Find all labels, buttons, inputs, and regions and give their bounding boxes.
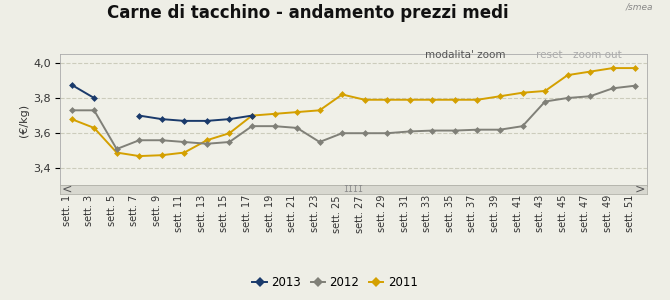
- Text: sett. 19: sett. 19: [265, 195, 275, 232]
- Text: sett. 31: sett. 31: [400, 195, 410, 232]
- Text: sett. 51: sett. 51: [625, 195, 635, 232]
- Text: Carne di tacchino - andamento prezzi medi: Carne di tacchino - andamento prezzi med…: [107, 4, 509, 22]
- Text: sett. 37: sett. 37: [468, 195, 478, 232]
- Text: sett. 11: sett. 11: [174, 195, 184, 232]
- Text: sett. 43: sett. 43: [535, 195, 545, 232]
- Text: sett. 23: sett. 23: [310, 195, 320, 232]
- Text: reset: reset: [536, 50, 563, 59]
- Text: sett. 33: sett. 33: [422, 195, 432, 232]
- Legend: 2013, 2012, 2011: 2013, 2012, 2011: [248, 272, 422, 294]
- Text: sett. 45: sett. 45: [557, 195, 567, 232]
- Text: sett. 25: sett. 25: [332, 195, 342, 232]
- Text: modalita' zoom: modalita' zoom: [425, 50, 506, 59]
- Text: sett. 13: sett. 13: [197, 195, 207, 232]
- Text: sett. 5: sett. 5: [107, 195, 117, 226]
- Text: sett. 1: sett. 1: [62, 195, 72, 226]
- Text: >: >: [635, 183, 645, 196]
- Text: sett. 9: sett. 9: [152, 195, 161, 226]
- Text: sett. 7: sett. 7: [129, 195, 139, 226]
- Text: IIII: IIII: [344, 185, 363, 194]
- Text: /smea: /smea: [626, 3, 653, 12]
- Text: sett. 27: sett. 27: [354, 195, 364, 232]
- Text: sett. 47: sett. 47: [580, 195, 590, 232]
- Text: sett. 3: sett. 3: [84, 195, 94, 226]
- Text: sett. 41: sett. 41: [513, 195, 523, 232]
- Text: <: <: [62, 183, 72, 196]
- Text: zoom out: zoom out: [573, 50, 622, 59]
- Text: sett. 49: sett. 49: [603, 195, 613, 232]
- Text: sett. 17: sett. 17: [242, 195, 252, 232]
- Text: sett. 21: sett. 21: [287, 195, 297, 232]
- Text: sett. 39: sett. 39: [490, 195, 500, 232]
- Text: sett. 35: sett. 35: [445, 195, 455, 232]
- Text: sett. 29: sett. 29: [377, 195, 387, 232]
- Y-axis label: (€/kg): (€/kg): [19, 103, 29, 136]
- Text: sett. 15: sett. 15: [219, 195, 229, 232]
